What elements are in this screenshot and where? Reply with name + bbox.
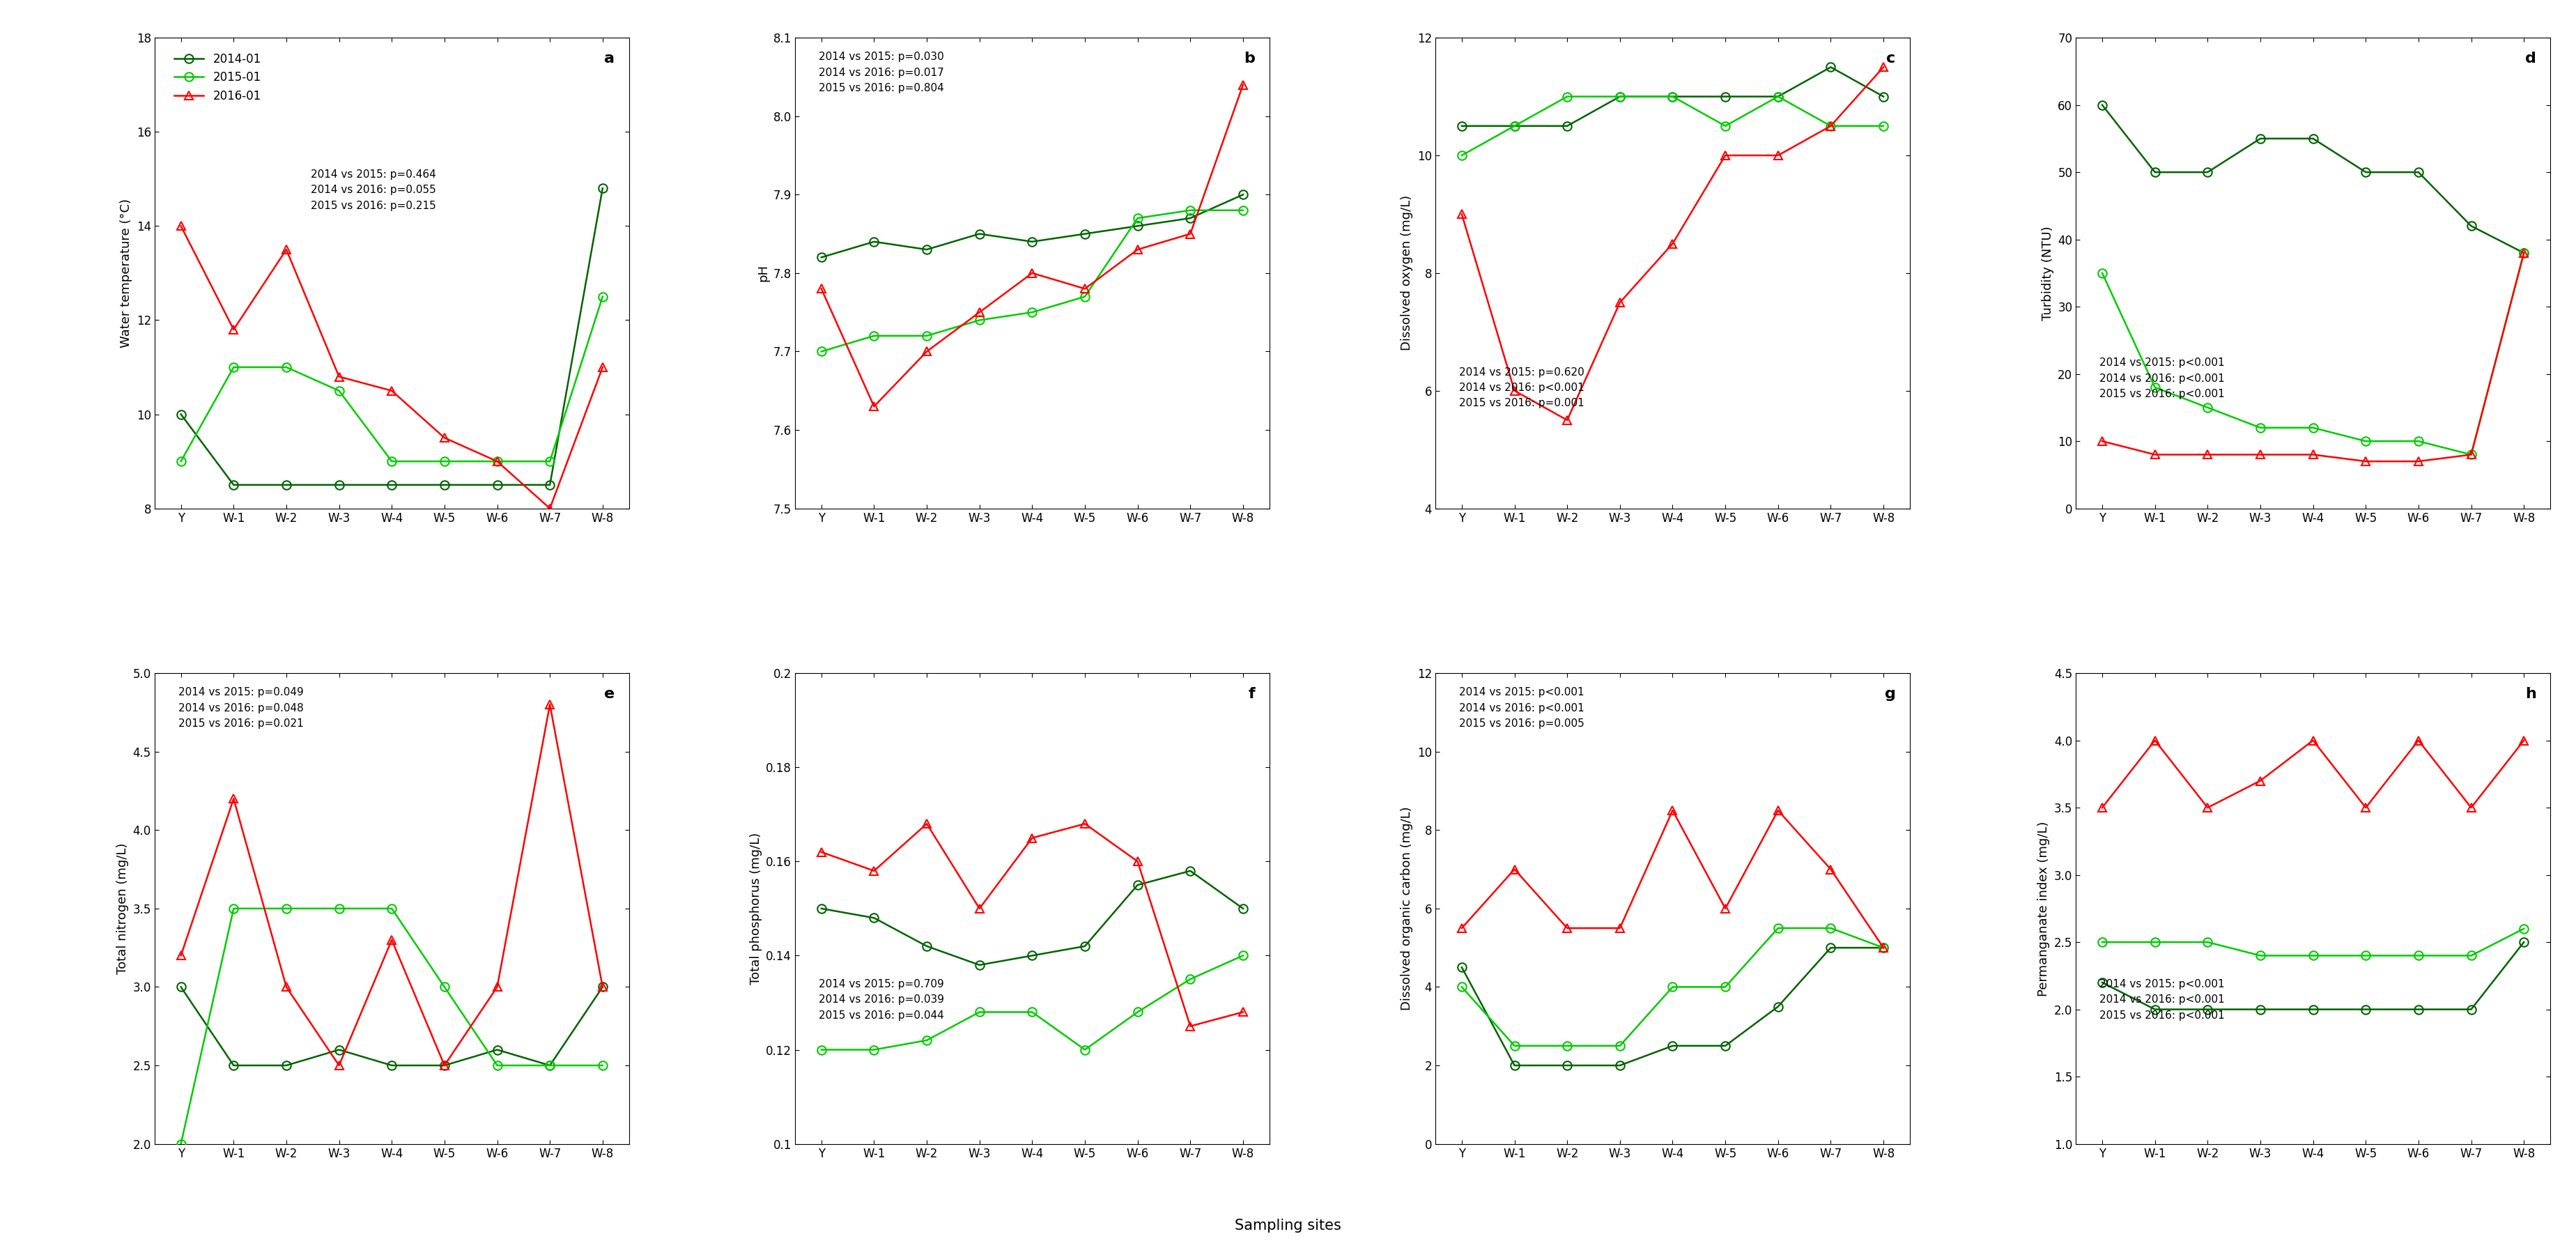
Text: Sampling sites: Sampling sites <box>1234 1218 1342 1233</box>
Text: f: f <box>1249 688 1255 701</box>
Text: d: d <box>2524 52 2535 65</box>
Y-axis label: Turbidity (NTU): Turbidity (NTU) <box>2040 226 2053 321</box>
Text: 2014 vs 2015: p<0.001
2014 vs 2016: p<0.001
2015 vs 2016: p<0.001: 2014 vs 2015: p<0.001 2014 vs 2016: p<0.… <box>2099 358 2226 400</box>
Text: e: e <box>605 688 616 701</box>
Text: h: h <box>2524 688 2535 701</box>
Y-axis label: Permanganate index (mg/L): Permanganate index (mg/L) <box>2038 821 2050 996</box>
Text: 2014 vs 2015: p=0.709
2014 vs 2016: p=0.039
2015 vs 2016: p=0.044: 2014 vs 2015: p=0.709 2014 vs 2016: p=0.… <box>819 979 945 1021</box>
Text: 2014 vs 2015: p=0.464
2014 vs 2016: p=0.055
2015 vs 2016: p=0.215: 2014 vs 2015: p=0.464 2014 vs 2016: p=0.… <box>312 170 435 211</box>
Text: g: g <box>1886 688 1896 701</box>
Text: 2014 vs 2015: p<0.001
2014 vs 2016: p<0.001
2015 vs 2016: p=0.005: 2014 vs 2015: p<0.001 2014 vs 2016: p<0.… <box>1458 688 1584 729</box>
Text: 2014 vs 2015: p=0.030
2014 vs 2016: p=0.017
2015 vs 2016: p=0.804: 2014 vs 2015: p=0.030 2014 vs 2016: p=0.… <box>819 52 943 93</box>
Text: b: b <box>1244 52 1255 65</box>
Y-axis label: Dissolved organic carbon (mg/L): Dissolved organic carbon (mg/L) <box>1401 807 1414 1011</box>
Y-axis label: Water temperature (°C): Water temperature (°C) <box>121 199 131 348</box>
Text: 2014 vs 2015: p<0.001
2014 vs 2016: p<0.001
2015 vs 2016: p<0.001: 2014 vs 2015: p<0.001 2014 vs 2016: p<0.… <box>2099 979 2226 1021</box>
Text: 2014 vs 2015: p=0.049
2014 vs 2016: p=0.048
2015 vs 2016: p=0.021: 2014 vs 2015: p=0.049 2014 vs 2016: p=0.… <box>178 688 304 729</box>
Legend: 2014-01, 2015-01, 2016-01: 2014-01, 2015-01, 2016-01 <box>170 48 265 107</box>
Y-axis label: pH: pH <box>757 264 770 282</box>
Y-axis label: Total phosphorus (mg/L): Total phosphorus (mg/L) <box>750 832 762 984</box>
Text: c: c <box>1886 52 1896 65</box>
Text: 2014 vs 2015: p=0.620
2014 vs 2016: p<0.001
2015 vs 2016: p=0.001: 2014 vs 2015: p=0.620 2014 vs 2016: p<0.… <box>1458 367 1584 409</box>
Y-axis label: Total nitrogen (mg/L): Total nitrogen (mg/L) <box>116 843 129 974</box>
Text: a: a <box>605 52 616 65</box>
Y-axis label: Dissolved oxygen (mg/L): Dissolved oxygen (mg/L) <box>1401 195 1414 351</box>
